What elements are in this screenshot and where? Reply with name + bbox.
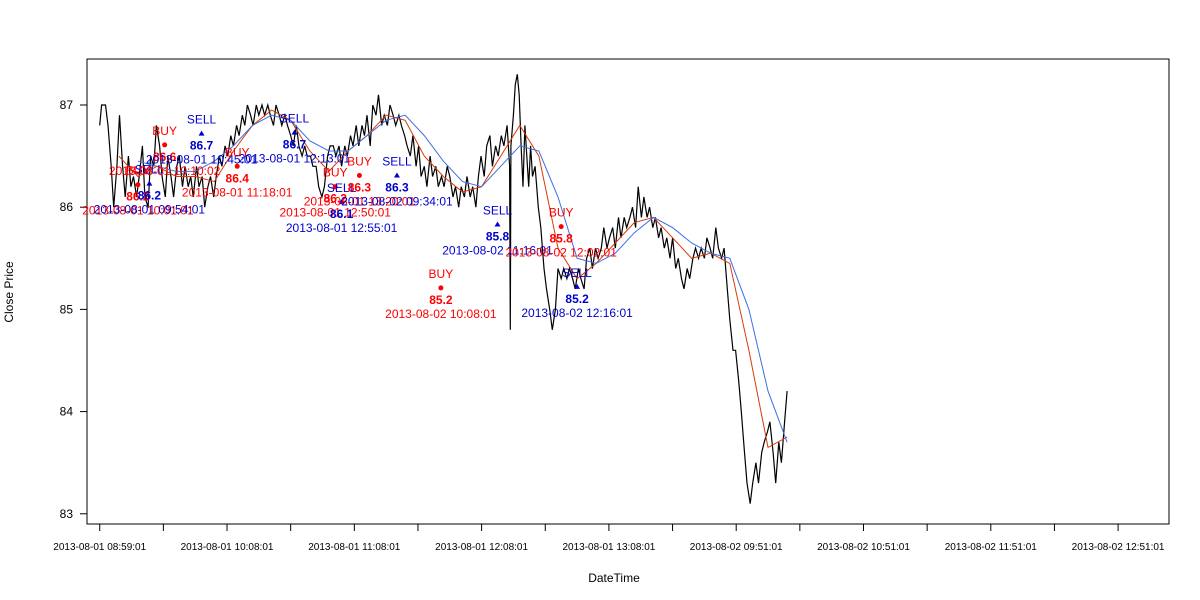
x-tick-label: 2013-08-01 08:59:01 [53, 542, 146, 553]
y-tick-label: 86 [60, 200, 74, 214]
sell-marker [574, 283, 581, 289]
x-tick-label: 2013-08-02 09:51:01 [690, 542, 783, 553]
y-tick-label: 85 [60, 302, 74, 316]
x-axis: 2013-08-01 08:59:01 2013-08-01 10:08:01 20… [53, 524, 1165, 553]
sell-signal-value: 85.2 [565, 292, 589, 306]
x-tick-label: 2013-08-01 13:08:01 [562, 542, 655, 553]
sell-signal-value: 86.1 [330, 207, 354, 221]
buy-signal-label: BUY [429, 267, 454, 281]
slow-ma-line [137, 114, 788, 443]
sell-signal-datetime: 2013-08-01 12:13:01 [239, 152, 351, 166]
y-tick-label: 83 [60, 507, 74, 521]
sell-signal-value: 85.8 [486, 230, 510, 244]
buy-marker [356, 173, 362, 179]
series-lines [99, 74, 788, 504]
x-tick-label: 2013-08-01 12:08:01 [435, 542, 528, 553]
buy-signal-label: BUY [225, 145, 250, 159]
x-tick-label: 2013-08-02 10:51:01 [817, 542, 910, 553]
buy-signal-datetime: 2013-08-02 10:08:01 [385, 307, 497, 321]
sell-signal-label: SELL [280, 112, 310, 126]
x-tick-label: 2013-08-02 12:51:01 [1072, 542, 1165, 553]
sell-signal-datetime: 2013-08-02 12:16:01 [521, 306, 633, 320]
sell-marker [291, 129, 298, 135]
y-tick-label: 84 [60, 405, 74, 419]
sell-signal-label: SELL [187, 113, 217, 127]
buy-signal-value: 86.6 [153, 150, 177, 164]
buy-marker [162, 142, 168, 148]
sell-signal-label: SELL [483, 204, 513, 218]
buy-signal-value: 85.8 [549, 232, 573, 246]
buy-signal-label: BUY [126, 164, 151, 178]
buy-marker [332, 184, 338, 190]
buy-signal-label: BUY [549, 206, 574, 220]
sell-signal-datetime: 2013-08-01 09:54:01 [94, 203, 206, 217]
buy-signal-label: BUY [152, 124, 177, 138]
plot-frame [86, 58, 1170, 525]
y-tick-label: 87 [60, 98, 74, 112]
buy-signal-value: 86.3 [348, 181, 372, 195]
sell-signal-datetime: 2013-08-02 11:16:01 [442, 244, 553, 258]
buy-signal-datetime: 2013-08-01 10:10:02 [109, 164, 221, 178]
y-axis-title: Close Price [2, 261, 16, 323]
sell-signal-label: SELL [327, 181, 357, 195]
y-axis: 83 84 85 86 87 [60, 98, 87, 521]
sell-signal-datetime: 2013-08-01 12:55:01 [286, 221, 398, 235]
sell-signal-label: SELL [382, 155, 412, 169]
sell-signal-datetime: 2013-08-01 10:45:01 [146, 153, 258, 167]
sell-signal-value: 86.3 [385, 181, 409, 195]
x-tick-label: 2013-08-01 10:08:01 [181, 542, 274, 553]
close-price-line [99, 74, 788, 504]
buy-signal-value: 86.4 [226, 171, 250, 185]
buy-marker [438, 285, 444, 291]
fast-ma-line [118, 109, 788, 449]
buy-signal-value: 85.2 [429, 293, 453, 307]
sell-marker [393, 172, 400, 178]
x-tick-label: 2013-08-02 11:51:01 [945, 542, 1038, 553]
buy-marker [558, 224, 564, 230]
buy-marker [234, 163, 240, 169]
sell-marker [146, 180, 153, 186]
buy-signal-datetime: 2013-08-02 12:02:01 [505, 246, 617, 260]
sell-marker [494, 221, 501, 227]
buy-signal-value: 86.2 [126, 190, 150, 204]
buy-signal-label: BUY [323, 166, 348, 180]
sell-signal-value: 86.2 [138, 189, 162, 203]
buy-signal-datetime: 2013-08-01 12:50:01 [280, 206, 392, 220]
sell-signal-datetime: 2013-08-02 09:34:01 [341, 195, 453, 209]
sell-signal-value: 86.7 [283, 138, 307, 152]
sell-signal-label: SELL [562, 266, 592, 280]
sell-signal-value: 86.7 [190, 139, 214, 153]
buy-marker [135, 182, 141, 188]
buy-signal-datetime: 2013-08-01 10:01:01 [82, 204, 194, 218]
x-tick-label: 2013-08-01 11:08:01 [308, 542, 401, 553]
sell-marker [198, 130, 205, 136]
buy-signal-label: BUY [347, 155, 372, 169]
buy-signal-datetime: 2013-08-01 13:20:01 [304, 195, 416, 209]
buy-signal-datetime: 2013-08-01 11:18:01 [182, 185, 293, 199]
sell-signal-label: SELL [135, 163, 165, 177]
x-axis-title: DateTime [588, 571, 640, 585]
sell-marker [338, 199, 345, 205]
